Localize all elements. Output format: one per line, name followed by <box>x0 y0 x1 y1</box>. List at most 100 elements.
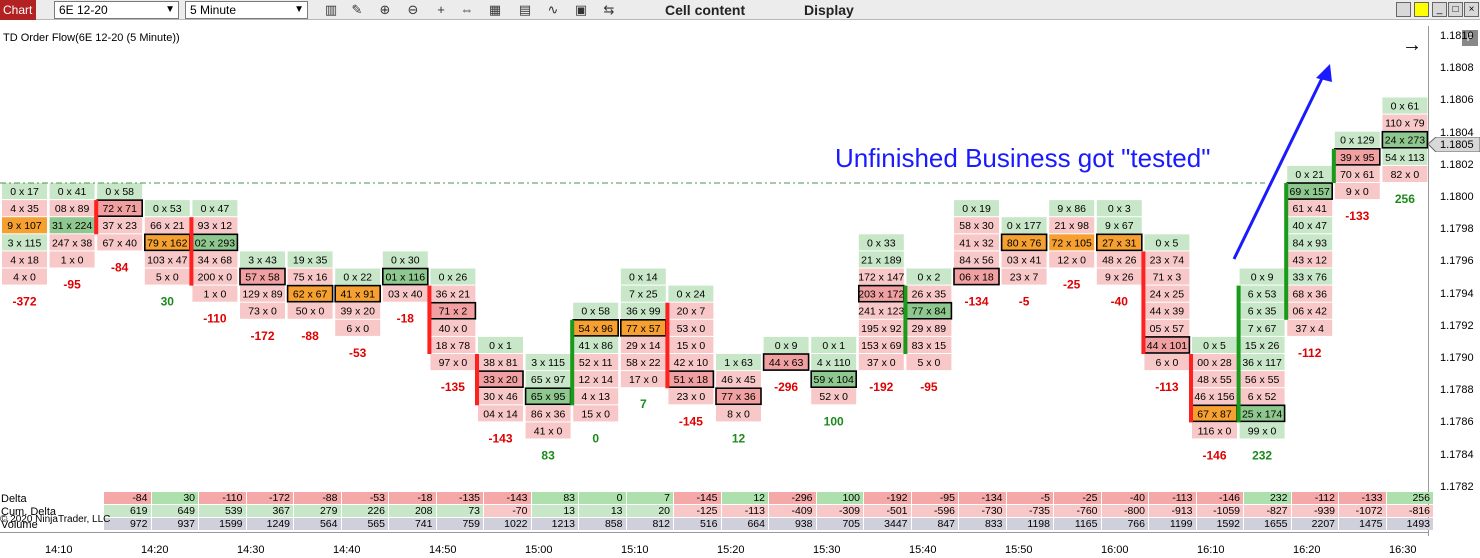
time-tick: 15:30 <box>813 544 841 556</box>
footprint-cell-text: 7 x 67 <box>1248 323 1277 335</box>
footprint-cell-text: 75 x 16 <box>293 272 328 284</box>
footprint-cell <box>1287 217 1333 234</box>
arrow-right-icon[interactable]: → <box>1402 34 1422 56</box>
footprint-cell <box>906 354 952 371</box>
crosshair-icon[interactable]: + <box>437 2 445 17</box>
table-cell-cum-delta: 539 <box>199 505 246 517</box>
footprint-cell-text: 41 x 0 <box>534 425 563 437</box>
footprint-cell-text: 57 x 58 <box>245 272 280 284</box>
table-cell-delta: -145 <box>674 492 721 504</box>
footprint-cell-text: 71 x 3 <box>1153 272 1182 284</box>
menu-display[interactable]: Display <box>804 2 854 18</box>
table-cell-cum-delta: 73 <box>436 505 483 517</box>
footprint-cell <box>620 354 666 371</box>
footprint-cell <box>287 268 333 285</box>
table-cell-volume: 1199 <box>1149 518 1196 530</box>
footprint-cell-text: 44 x 63 <box>769 357 804 369</box>
footprint-cell-text: 40 x 47 <box>1292 220 1327 232</box>
table-cell-cum-delta: 649 <box>151 505 198 517</box>
footprint-cell-text: 62 x 67 <box>293 289 328 301</box>
footprint-cell <box>573 354 619 371</box>
footprint-cell <box>49 183 95 200</box>
price-axis[interactable] <box>1428 26 1480 536</box>
footprint-cell-text: 67 x 40 <box>102 237 137 249</box>
table-cell-volume: 812 <box>626 518 673 530</box>
footprint-cell <box>811 354 857 371</box>
data-box-icon[interactable]: ▦ <box>488 2 502 17</box>
chart-tab[interactable]: Chart <box>0 0 36 20</box>
strategies-icon[interactable]: ∿ <box>547 2 559 17</box>
zoom-out-icon[interactable]: ⊖ <box>407 2 419 17</box>
table-cell-delta: 100 <box>816 492 863 504</box>
bar-body <box>570 319 575 406</box>
table-cell-cum-delta: -409 <box>769 505 816 517</box>
close-icon[interactable]: × <box>1464 2 1479 17</box>
attach-icon[interactable]: ⇆ <box>603 2 615 17</box>
footprint-cell-text: 97 x 0 <box>439 357 468 369</box>
footprint-cell <box>1049 251 1095 268</box>
bar-delta-label: -25 <box>1063 278 1081 292</box>
link-icon[interactable] <box>1414 2 1429 17</box>
bar-delta-label: 256 <box>1395 192 1415 206</box>
indicators-icon[interactable]: ▤ <box>518 2 532 17</box>
table-cell-volume: 937 <box>151 518 198 530</box>
footprint-cell <box>954 217 999 234</box>
footprint-cell <box>1001 217 1047 234</box>
table-cell-volume: 564 <box>294 518 341 530</box>
footprint-cell-text: 23 x 0 <box>677 391 706 403</box>
footprint-cell <box>240 251 285 268</box>
table-cell-delta: -133 <box>1339 492 1386 504</box>
footprint-cell-text: 0 x 41 <box>58 186 87 198</box>
table-cell-cum-delta: -1059 <box>1196 505 1243 517</box>
footprint-cell-text: 80 x 76 <box>1007 237 1042 249</box>
table-cell-volume: 1592 <box>1196 518 1243 530</box>
footprint-cell <box>97 183 143 200</box>
footprint-cell-text: 9 x 67 <box>1105 220 1134 232</box>
time-tick: 16:00 <box>1101 544 1129 556</box>
maximize-icon[interactable]: □ <box>1448 2 1463 17</box>
menu-cell-content[interactable]: Cell content <box>665 2 746 18</box>
footprint-cell-text: 82 x 0 <box>1391 169 1420 181</box>
footprint-cell-text: 77 x 36 <box>721 391 756 403</box>
minimize-icon[interactable]: _ <box>1432 2 1447 17</box>
footprint-cell-text: 25 x 174 <box>1242 408 1282 420</box>
table-cell-volume: 847 <box>911 518 958 530</box>
footprint-cell <box>1144 354 1190 371</box>
footprint-cell-text: 23 x 74 <box>1150 254 1185 266</box>
f-button[interactable]: F <box>1462 30 1478 46</box>
price-tick: 1.1790 <box>1440 352 1474 364</box>
timeframe-select[interactable]: 5 Minute ▼ <box>185 1 308 19</box>
footprint-cell-text: 79 x 162 <box>147 237 187 249</box>
instrument-select[interactable]: 6E 12-20 ▼ <box>54 1 179 19</box>
footprint-cell <box>858 234 904 251</box>
bar-body <box>475 354 479 406</box>
footprint-cell-text: 15 x 0 <box>677 340 706 352</box>
table-cell-cum-delta: -827 <box>1244 505 1291 517</box>
bar-delta-label: 100 <box>824 414 844 428</box>
footprint-cell <box>1382 165 1428 182</box>
bar-style-icon[interactable]: ▥ <box>324 2 338 17</box>
footprint-cell-text: 36 x 99 <box>626 306 661 318</box>
move-icon[interactable]: ⇔ <box>460 2 474 17</box>
footprint-cell <box>906 285 952 302</box>
time-axis[interactable] <box>0 532 1428 558</box>
footprint-cell-text: 6 x 0 <box>1156 357 1179 369</box>
footprint-cell <box>953 267 1000 286</box>
table-cell-cum-delta: -735 <box>1006 505 1053 517</box>
footprint-cell-text: 0 x 9 <box>1251 272 1274 284</box>
chart-title: TD Order Flow(6E 12-20 (5 Minute)) <box>3 32 180 44</box>
properties-icon[interactable]: ▣ <box>574 2 588 17</box>
footprint-cell <box>573 302 619 319</box>
footprint-cell <box>715 387 762 406</box>
footprint-cell <box>668 319 714 336</box>
footprint-cell <box>49 234 95 251</box>
zoom-in-icon[interactable]: ⊕ <box>379 2 391 17</box>
color-icon[interactable] <box>1396 2 1411 17</box>
footprint-cell <box>525 422 571 439</box>
footprint-cell-text: 9 x 86 <box>1057 203 1086 215</box>
table-cell-volume: 1475 <box>1339 518 1386 530</box>
table-cell-volume: 3447 <box>864 518 911 530</box>
footprint-cell-text: 1 x 0 <box>204 289 227 301</box>
pencil-icon[interactable]: ✎ <box>351 2 363 17</box>
